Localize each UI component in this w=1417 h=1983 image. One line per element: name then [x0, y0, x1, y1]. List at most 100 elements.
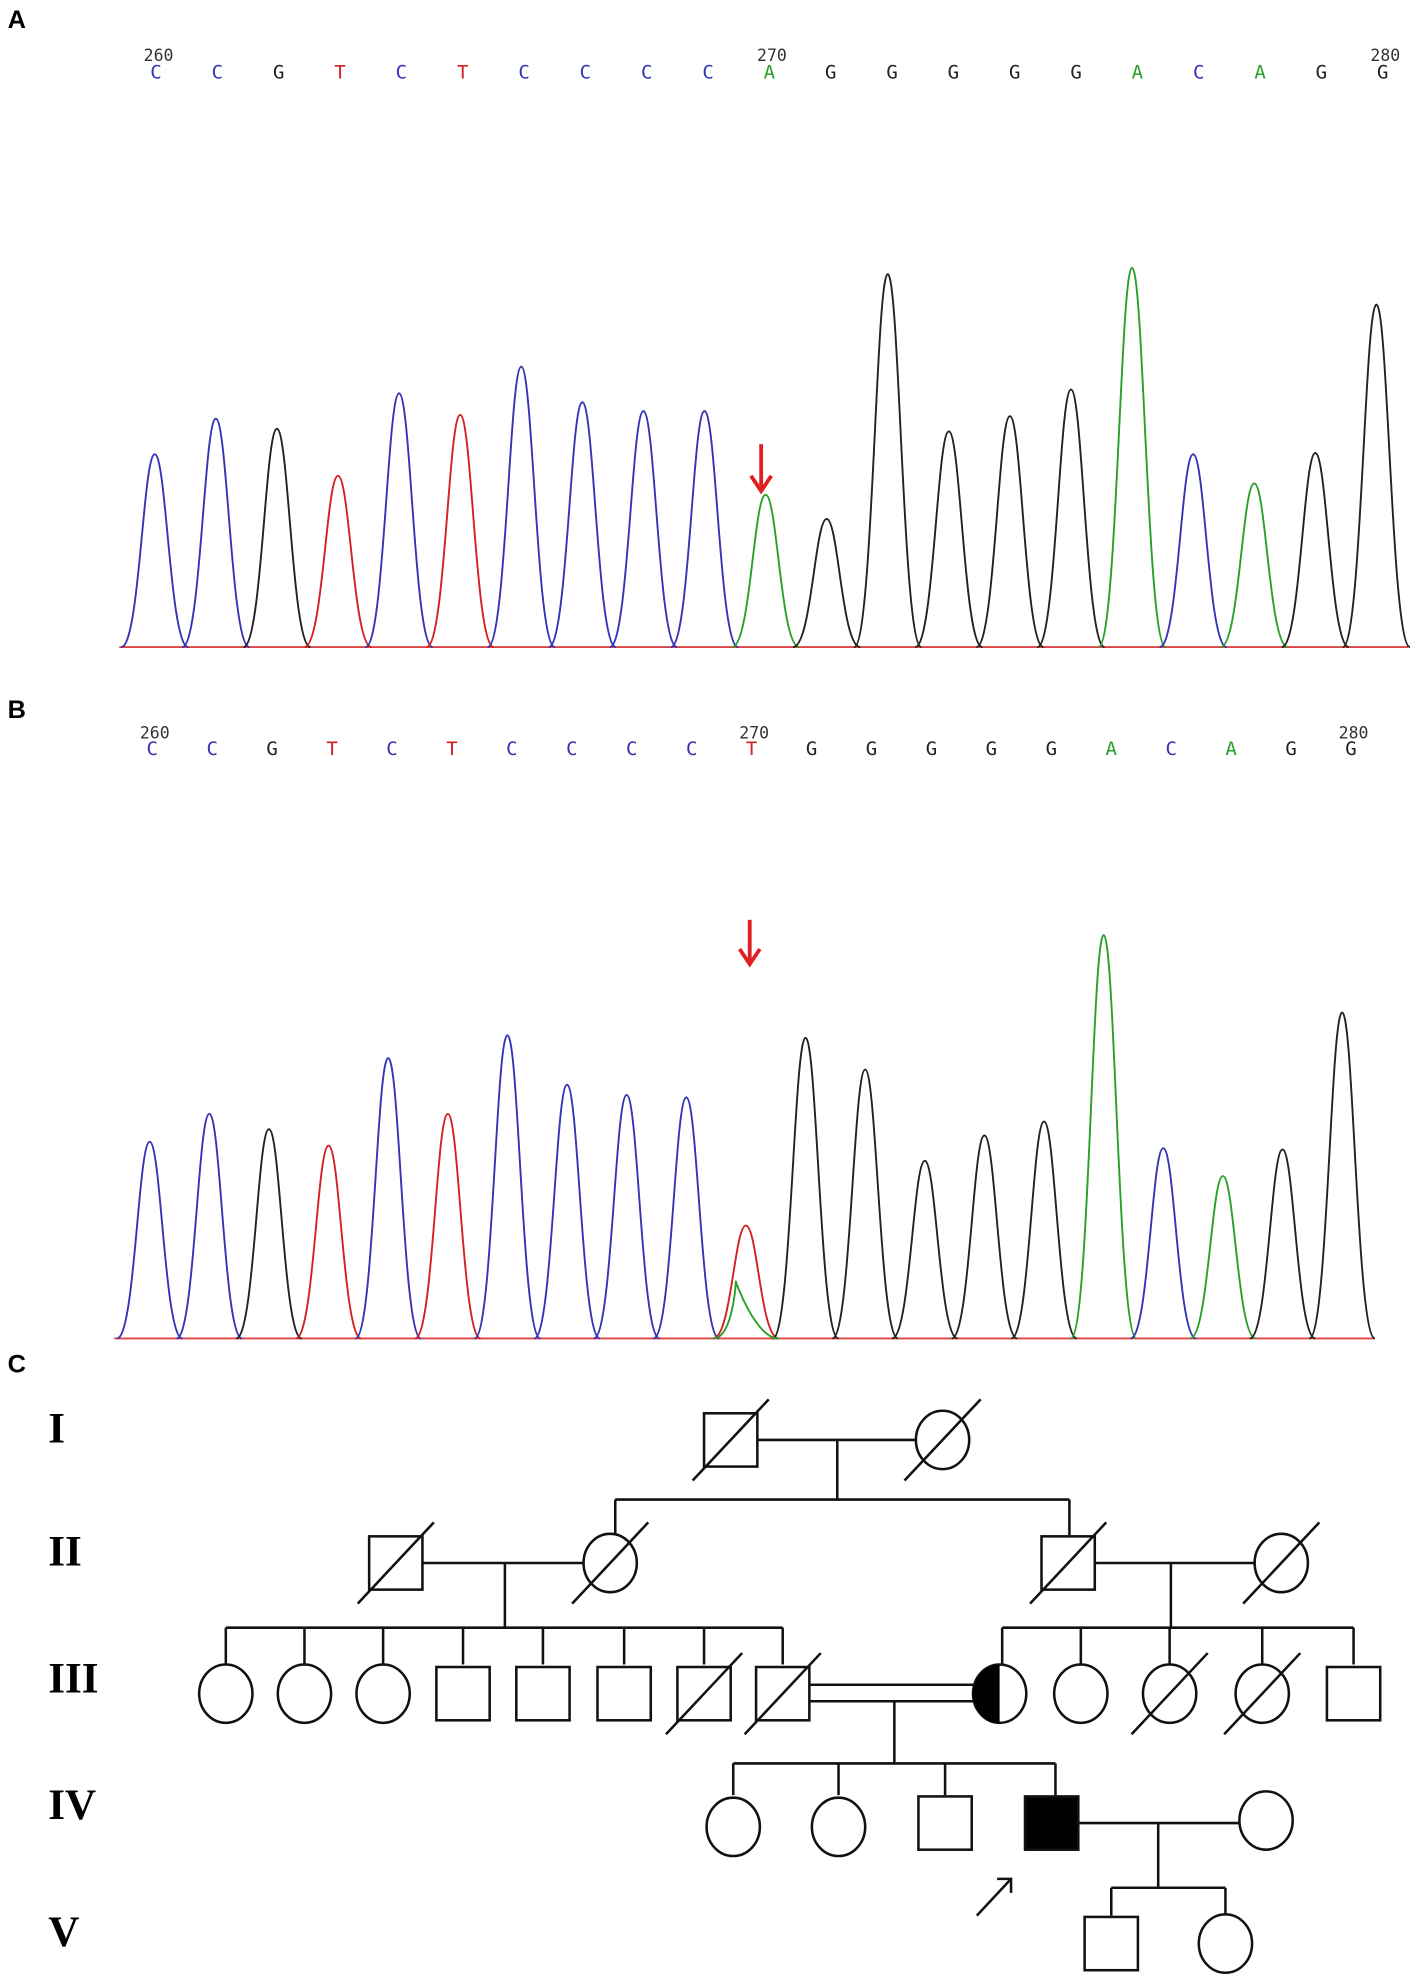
base-call: C	[566, 738, 577, 760]
base-call: C	[147, 738, 158, 760]
pedigree-line	[665, 1652, 744, 1736]
trace-peak	[547, 401, 617, 649]
trace-peak	[486, 365, 556, 649]
base-call: T	[334, 62, 346, 84]
base-call: T	[326, 738, 338, 760]
pedigree-line	[1223, 1652, 1302, 1736]
trace-peak	[181, 417, 250, 649]
male	[596, 1665, 653, 1722]
trace-peak	[414, 1112, 482, 1340]
generation-label: I	[48, 1405, 65, 1452]
base-call: G	[1046, 738, 1057, 760]
trace-peak	[1069, 934, 1138, 1340]
base-call: G	[986, 738, 997, 760]
arrow-head	[737, 947, 762, 968]
position-number: 260	[140, 723, 170, 742]
arrow-head	[997, 1877, 1013, 1893]
base-call: A	[1225, 738, 1237, 760]
trace-peak	[242, 427, 312, 649]
base-call: A	[1132, 62, 1144, 84]
trace-peak	[1189, 1175, 1257, 1340]
pedigree-line	[356, 1521, 435, 1605]
pedigree-line	[743, 1652, 822, 1736]
base-call: C	[641, 62, 652, 84]
base-call: G	[273, 62, 284, 84]
base-call: A	[1254, 62, 1266, 84]
trace-peak	[116, 1140, 183, 1340]
base-call: G	[1377, 62, 1388, 84]
trace-peak	[1129, 1147, 1197, 1340]
position-number: 280	[1339, 723, 1369, 742]
trace-peak	[670, 410, 739, 649]
pedigree-line	[1242, 1521, 1321, 1605]
generation-label: II	[48, 1529, 82, 1576]
trace-peak	[831, 1068, 899, 1340]
trace-peak	[120, 453, 189, 649]
female	[810, 1796, 867, 1858]
trace-peak	[1010, 1120, 1078, 1340]
base-call: C	[686, 738, 697, 760]
trace-peak	[354, 1057, 422, 1340]
position-number: 270	[757, 46, 787, 65]
trace-peak	[652, 1096, 720, 1340]
trace-peak	[891, 1159, 959, 1340]
base-call: G	[1285, 738, 1296, 760]
base-call: G	[825, 62, 836, 84]
base-call: G	[806, 738, 817, 760]
trace-peak	[533, 1083, 601, 1340]
trace-peak	[235, 1128, 303, 1340]
trace-peak	[712, 1280, 779, 1340]
base-call: G	[926, 738, 937, 760]
generation-label: III	[48, 1655, 98, 1702]
base-call: G	[1070, 62, 1081, 84]
base-call: C	[396, 62, 407, 84]
base-call: C	[626, 738, 637, 760]
base-call: A	[764, 62, 776, 84]
female	[1052, 1663, 1109, 1725]
female	[1238, 1790, 1294, 1851]
trace-peak	[592, 1093, 661, 1340]
trace-peak	[364, 392, 434, 649]
base-call: G	[1009, 62, 1020, 84]
panel-label: C	[8, 1351, 26, 1379]
base-call: G	[866, 738, 877, 760]
base-call: C	[206, 738, 217, 760]
pedigree-line	[975, 1878, 1012, 1917]
female	[355, 1663, 412, 1725]
pedigree-line	[1130, 1652, 1209, 1736]
trace-peak	[303, 474, 373, 649]
position-number: 260	[144, 46, 174, 65]
trace-peak	[1281, 452, 1350, 649]
trace-peak	[771, 1036, 840, 1340]
trace-peak	[473, 1034, 542, 1340]
base-call: T	[746, 738, 758, 760]
base-call: G	[1345, 738, 1356, 760]
male	[917, 1795, 973, 1851]
panel-label: B	[8, 696, 26, 724]
base-call: G	[886, 62, 897, 84]
trace-peak	[1341, 303, 1411, 649]
base-call: G	[266, 738, 277, 760]
pedigree-line	[903, 1398, 982, 1482]
trace-peak	[175, 1112, 244, 1340]
arrow-head	[749, 474, 773, 495]
base-call: C	[1165, 738, 1176, 760]
trace-peak	[426, 413, 495, 649]
female	[276, 1663, 333, 1725]
trace-peak	[712, 1224, 780, 1340]
trace-peak	[792, 518, 861, 649]
affected-half	[972, 1664, 1000, 1723]
base-call: A	[1106, 738, 1118, 760]
male	[1023, 1795, 1080, 1851]
generation-label: V	[48, 1909, 79, 1956]
base-call: C	[702, 62, 713, 84]
trace-peak	[731, 493, 800, 649]
base-call: C	[506, 738, 517, 760]
trace-peak	[608, 410, 678, 649]
base-call: C	[212, 62, 223, 84]
male	[1325, 1665, 1382, 1722]
base-call: T	[457, 62, 469, 84]
trace-peak	[295, 1144, 362, 1340]
base-call: G	[1316, 62, 1327, 84]
